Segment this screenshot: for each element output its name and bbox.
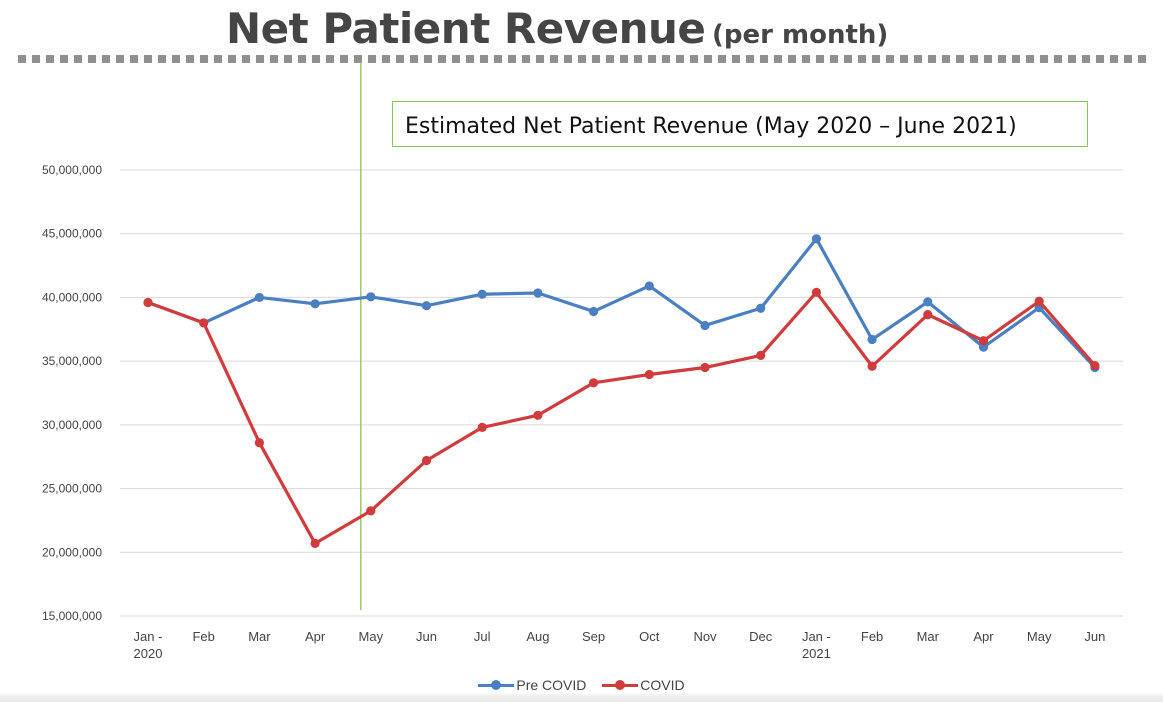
- data-point-covid: [143, 297, 153, 308]
- legend-item-pre-covid: Pre COVID: [478, 677, 586, 693]
- y-tick-label: 30,000,000: [42, 418, 102, 432]
- legend-item-covid: COVID: [602, 677, 685, 693]
- x-tick-label: Mar: [248, 629, 271, 644]
- data-point-pre-covid: [310, 299, 320, 309]
- data-point-pre-covid: [867, 334, 877, 345]
- data-point-covid: [978, 336, 989, 346]
- x-tick-label: Dec: [749, 629, 773, 644]
- x-tick-label: Jan -: [134, 629, 163, 644]
- x-tick-label: Apr: [973, 629, 994, 644]
- data-point-covid: [533, 410, 543, 420]
- x-tick-label: Sep: [582, 629, 605, 644]
- data-point-covid: [477, 422, 487, 433]
- data-point-pre-covid: [811, 234, 822, 244]
- legend-label-covid: COVID: [640, 677, 685, 693]
- series-line-pre-covid: [146, 237, 1097, 370]
- data-point-covid: [811, 287, 822, 297]
- x-tick-label: Aug: [526, 629, 549, 644]
- data-point-covid: [644, 369, 654, 380]
- x-tick-label: Jan -: [802, 629, 831, 644]
- data-point-covid: [923, 310, 933, 320]
- data-point-pre-covid: [421, 301, 432, 311]
- data-point-covid: [366, 506, 376, 516]
- data-point-covid: [589, 378, 599, 388]
- y-tick-label: 45,000,000: [42, 227, 102, 241]
- x-tick-label: 2021: [802, 646, 831, 661]
- chart-legend: Pre COVID COVID: [0, 677, 1163, 695]
- data-point-covid: [756, 350, 766, 361]
- data-point-covid: [199, 318, 209, 328]
- legend-swatch-covid: [602, 678, 639, 692]
- data-point-covid: [254, 438, 264, 448]
- series-line-covid: [146, 290, 1097, 545]
- y-tick-label: 40,000,000: [42, 290, 102, 304]
- y-tick-label: 25,000,000: [42, 482, 102, 496]
- y-tick-label: 20,000,000: [42, 545, 102, 559]
- x-tick-label: Jul: [474, 629, 491, 644]
- data-point-covid: [421, 455, 432, 466]
- data-point-pre-covid: [533, 288, 543, 298]
- data-point-pre-covid: [589, 306, 599, 317]
- data-point-pre-covid: [756, 303, 766, 313]
- y-tick-label: 50,000,000: [42, 163, 102, 177]
- x-tick-label: Feb: [192, 629, 214, 644]
- slide-title: Net Patient Revenue (per month): [0, 0, 1163, 62]
- x-tick-label: Apr: [305, 629, 326, 644]
- title-suffix: (per month): [712, 20, 889, 50]
- data-point-covid: [867, 361, 877, 371]
- y-tick-label: 15,000,000: [42, 609, 102, 623]
- data-point-pre-covid: [923, 297, 933, 307]
- estimate-annotation-box: Estimated Net Patient Revenue (May 2020 …: [392, 101, 1088, 147]
- data-point-covid: [700, 362, 710, 373]
- title-main: Net Patient Revenue: [226, 4, 706, 53]
- legend-label-pre-covid: Pre COVID: [516, 677, 587, 693]
- x-tick-label: May: [1027, 629, 1052, 644]
- dotted-rule: [18, 55, 1146, 63]
- x-tick-label: Oct: [639, 629, 660, 644]
- x-tick-label: May: [359, 629, 384, 644]
- x-tick-label: Jun: [416, 629, 437, 644]
- data-point-pre-covid: [477, 289, 487, 299]
- x-tick-label: 2020: [134, 646, 163, 661]
- x-tick-label: Mar: [917, 629, 940, 644]
- data-point-covid: [1090, 361, 1100, 371]
- data-point-pre-covid: [978, 342, 989, 352]
- data-point-covid: [1034, 296, 1044, 306]
- footer-bar: [0, 694, 1163, 702]
- x-tick-label: Jun: [1084, 629, 1105, 644]
- x-tick-label: Feb: [861, 629, 883, 644]
- legend-swatch-pre-covid: [478, 678, 515, 692]
- x-tick-label: Nov: [693, 629, 717, 644]
- data-point-pre-covid: [366, 292, 376, 302]
- data-point-covid: [310, 538, 320, 548]
- data-point-pre-covid: [644, 281, 654, 291]
- data-point-pre-covid: [254, 292, 264, 303]
- data-point-pre-covid: [700, 320, 710, 331]
- y-tick-label: 35,000,000: [42, 354, 102, 368]
